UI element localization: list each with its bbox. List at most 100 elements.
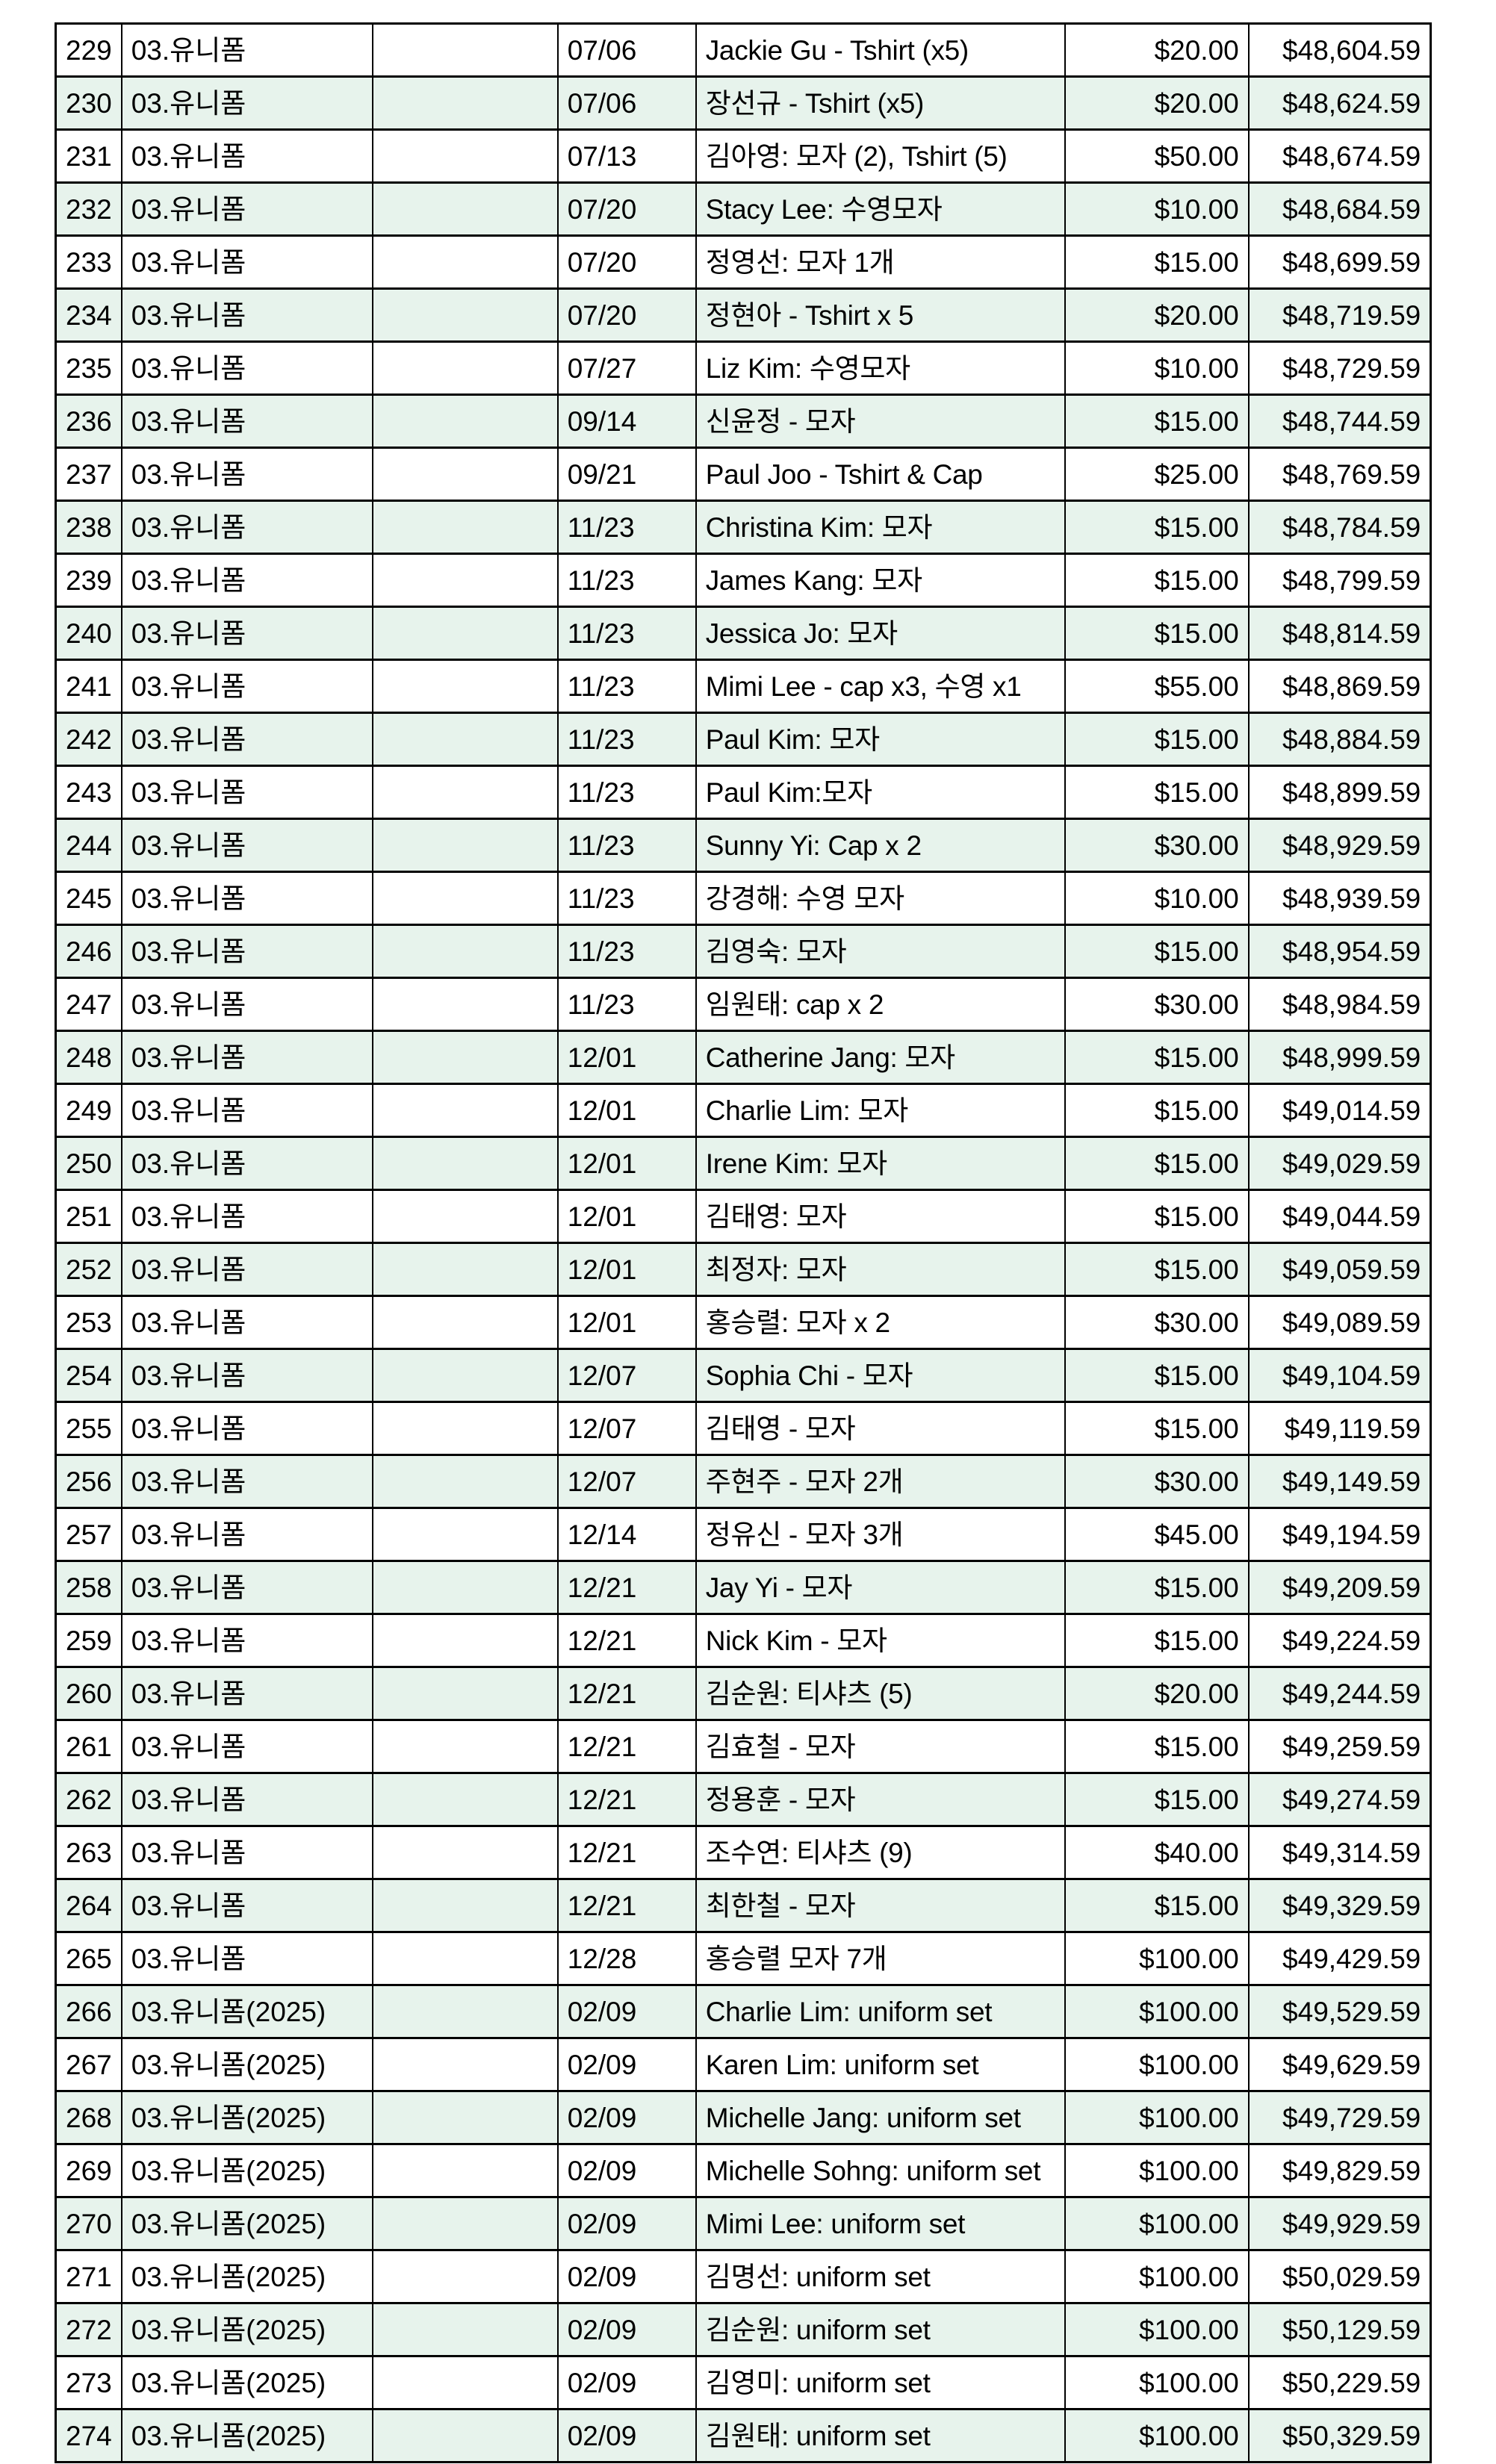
cell-balance[interactable]: $48,869.59	[1247, 659, 1432, 714]
cell-memo-empty[interactable]	[371, 2196, 559, 2251]
cell-description[interactable]: Charlie Lim: 모자	[695, 1083, 1066, 1138]
cell-description[interactable]: Michelle Jang: uniform set	[695, 2090, 1066, 2145]
cell-category[interactable]: 03.유니폼	[120, 22, 373, 78]
cell-amount[interactable]: $10.00	[1064, 181, 1250, 237]
cell-balance[interactable]: $48,984.59	[1247, 977, 1432, 1032]
cell-category[interactable]: 03.유니폼	[120, 75, 373, 131]
cell-date[interactable]: 11/23	[556, 553, 697, 608]
cell-row-number[interactable]: 254	[55, 1348, 122, 1403]
cell-description[interactable]: 김태영: 모자	[695, 1189, 1066, 1244]
cell-memo-empty[interactable]	[371, 181, 559, 237]
cell-memo-empty[interactable]	[371, 1136, 559, 1191]
cell-amount[interactable]: $15.00	[1064, 1613, 1250, 1668]
cell-amount[interactable]: $15.00	[1064, 393, 1250, 449]
cell-memo-empty[interactable]	[371, 128, 559, 184]
cell-memo-empty[interactable]	[371, 1613, 559, 1668]
cell-category[interactable]: 03.유니폼	[120, 1613, 373, 1668]
cell-amount[interactable]: $15.00	[1064, 1772, 1250, 1827]
cell-balance[interactable]: $49,059.59	[1247, 1242, 1432, 1297]
cell-date[interactable]: 12/21	[556, 1772, 697, 1827]
cell-description[interactable]: Paul Kim:모자	[695, 765, 1066, 820]
cell-memo-empty[interactable]	[371, 1984, 559, 2039]
cell-description[interactable]: 장선규 - Tshirt (x5)	[695, 75, 1066, 131]
cell-date[interactable]: 12/21	[556, 1560, 697, 1615]
cell-amount[interactable]: $20.00	[1064, 75, 1250, 131]
cell-memo-empty[interactable]	[371, 1825, 559, 1880]
cell-category[interactable]: 03.유니폼(2025)	[120, 1984, 373, 2039]
cell-category[interactable]: 03.유니폼	[120, 1348, 373, 1403]
cell-date[interactable]: 07/20	[556, 287, 697, 343]
cell-memo-empty[interactable]	[371, 1242, 559, 1297]
cell-description[interactable]: 최정자: 모자	[695, 1242, 1066, 1297]
cell-category[interactable]: 03.유니폼	[120, 181, 373, 237]
cell-balance[interactable]: $49,829.59	[1247, 2143, 1432, 2198]
cell-description[interactable]: 김아영: 모자 (2), Tshirt (5)	[695, 128, 1066, 184]
cell-memo-empty[interactable]	[371, 1083, 559, 1138]
cell-row-number[interactable]: 234	[55, 287, 122, 343]
cell-category[interactable]: 03.유니폼(2025)	[120, 2196, 373, 2251]
cell-row-number[interactable]: 252	[55, 1242, 122, 1297]
cell-description[interactable]: Jackie Gu - Tshirt (x5)	[695, 22, 1066, 78]
cell-row-number[interactable]: 239	[55, 553, 122, 608]
cell-description[interactable]: Christina Kim: 모자	[695, 500, 1066, 555]
cell-row-number[interactable]: 235	[55, 340, 122, 396]
cell-amount[interactable]: $30.00	[1064, 1295, 1250, 1350]
cell-row-number[interactable]: 231	[55, 128, 122, 184]
cell-balance[interactable]: $50,129.59	[1247, 2302, 1432, 2357]
cell-category[interactable]: 03.유니폼	[120, 871, 373, 926]
cell-date[interactable]: 12/21	[556, 1719, 697, 1774]
cell-row-number[interactable]: 238	[55, 500, 122, 555]
cell-row-number[interactable]: 249	[55, 1083, 122, 1138]
cell-amount[interactable]: $100.00	[1064, 2143, 1250, 2198]
cell-row-number[interactable]: 272	[55, 2302, 122, 2357]
cell-row-number[interactable]: 236	[55, 393, 122, 449]
cell-balance[interactable]: $49,014.59	[1247, 1083, 1432, 1138]
cell-description[interactable]: Catherine Jang: 모자	[695, 1030, 1066, 1085]
cell-amount[interactable]: $15.00	[1064, 553, 1250, 608]
cell-amount[interactable]: $15.00	[1064, 234, 1250, 290]
cell-amount[interactable]: $50.00	[1064, 128, 1250, 184]
cell-row-number[interactable]: 247	[55, 977, 122, 1032]
cell-row-number[interactable]: 267	[55, 2037, 122, 2092]
cell-memo-empty[interactable]	[371, 553, 559, 608]
cell-description[interactable]: Sunny Yi: Cap x 2	[695, 818, 1066, 873]
cell-balance[interactable]: $49,929.59	[1247, 2196, 1432, 2251]
cell-row-number[interactable]: 261	[55, 1719, 122, 1774]
cell-category[interactable]: 03.유니폼	[120, 818, 373, 873]
cell-balance[interactable]: $49,274.59	[1247, 1772, 1432, 1827]
cell-balance[interactable]: $49,244.59	[1247, 1666, 1432, 1721]
cell-balance[interactable]: $49,329.59	[1247, 1878, 1432, 1933]
cell-amount[interactable]: $15.00	[1064, 606, 1250, 661]
cell-balance[interactable]: $49,119.59	[1247, 1401, 1432, 1456]
cell-category[interactable]: 03.유니폼	[120, 924, 373, 979]
cell-category[interactable]: 03.유니폼	[120, 1454, 373, 1509]
cell-memo-empty[interactable]	[371, 1931, 559, 1986]
cell-balance[interactable]: $48,814.59	[1247, 606, 1432, 661]
cell-balance[interactable]: $48,604.59	[1247, 22, 1432, 78]
cell-category[interactable]: 03.유니폼(2025)	[120, 2249, 373, 2304]
cell-amount[interactable]: $15.00	[1064, 1136, 1250, 1191]
cell-memo-empty[interactable]	[371, 234, 559, 290]
cell-amount[interactable]: $25.00	[1064, 447, 1250, 502]
cell-amount[interactable]: $45.00	[1064, 1507, 1250, 1562]
cell-balance[interactable]: $49,194.59	[1247, 1507, 1432, 1562]
cell-row-number[interactable]: 229	[55, 22, 122, 78]
cell-description[interactable]: 김명선: uniform set	[695, 2249, 1066, 2304]
cell-memo-empty[interactable]	[371, 1772, 559, 1827]
cell-balance[interactable]: $49,149.59	[1247, 1454, 1432, 1509]
cell-date[interactable]: 09/21	[556, 447, 697, 502]
cell-date[interactable]: 07/27	[556, 340, 697, 396]
cell-date[interactable]: 12/01	[556, 1242, 697, 1297]
cell-memo-empty[interactable]	[371, 393, 559, 449]
cell-balance[interactable]: $48,799.59	[1247, 553, 1432, 608]
cell-amount[interactable]: $15.00	[1064, 924, 1250, 979]
cell-row-number[interactable]: 259	[55, 1613, 122, 1668]
cell-description[interactable]: 임원태: cap x 2	[695, 977, 1066, 1032]
cell-balance[interactable]: $48,769.59	[1247, 447, 1432, 502]
cell-memo-empty[interactable]	[371, 606, 559, 661]
cell-description[interactable]: 김효철 - 모자	[695, 1719, 1066, 1774]
cell-description[interactable]: 조수연: 티샤츠 (9)	[695, 1825, 1066, 1880]
cell-row-number[interactable]: 263	[55, 1825, 122, 1880]
cell-description[interactable]: 주현주 - 모자 2개	[695, 1454, 1066, 1509]
cell-date[interactable]: 12/28	[556, 1931, 697, 1986]
